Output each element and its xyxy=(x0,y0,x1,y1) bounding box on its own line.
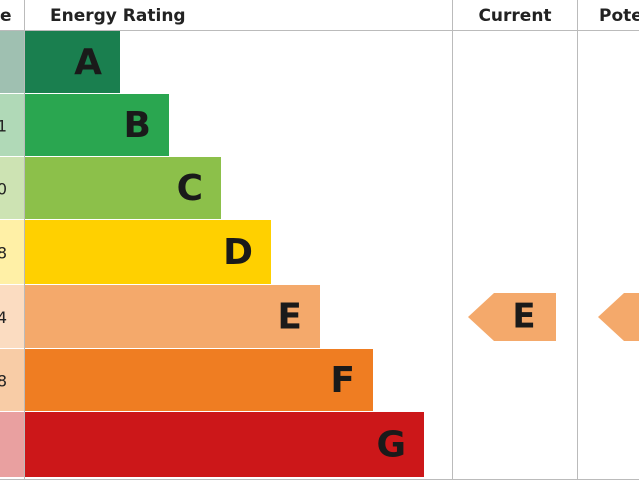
band-score: 8 xyxy=(0,372,7,391)
score-cell xyxy=(0,349,24,411)
header-potential: Pote xyxy=(599,6,639,26)
band-letter: F xyxy=(330,360,355,401)
band-bar xyxy=(25,157,221,219)
score-cell xyxy=(0,31,24,93)
band-letter: C xyxy=(177,168,203,209)
header-current: Current xyxy=(478,6,551,26)
score-cell xyxy=(0,94,24,156)
band-score: 4 xyxy=(0,308,7,327)
band-bar xyxy=(25,412,424,477)
score-cell xyxy=(0,285,24,348)
band-letter: G xyxy=(376,425,406,466)
header-score: e xyxy=(0,6,12,26)
potential-arrow xyxy=(598,293,639,341)
band-bar xyxy=(25,285,320,348)
score-cell xyxy=(0,220,24,284)
band-score: 8 xyxy=(0,244,7,263)
band-letter: B xyxy=(124,105,151,146)
band-bar xyxy=(25,94,169,156)
current-label: E xyxy=(512,297,535,337)
score-cell xyxy=(0,157,24,219)
band-letter: E xyxy=(277,297,302,338)
band-bar xyxy=(25,220,271,284)
band-score: 1 xyxy=(0,117,7,136)
current-arrow xyxy=(468,293,556,341)
band-score: 0 xyxy=(0,180,7,199)
band-bar xyxy=(25,349,373,411)
band-letter: A xyxy=(74,42,102,83)
band-bar xyxy=(25,31,120,93)
header-rating: Energy Rating xyxy=(50,6,186,26)
band-letter: D xyxy=(223,232,253,273)
score-cell xyxy=(0,412,24,477)
